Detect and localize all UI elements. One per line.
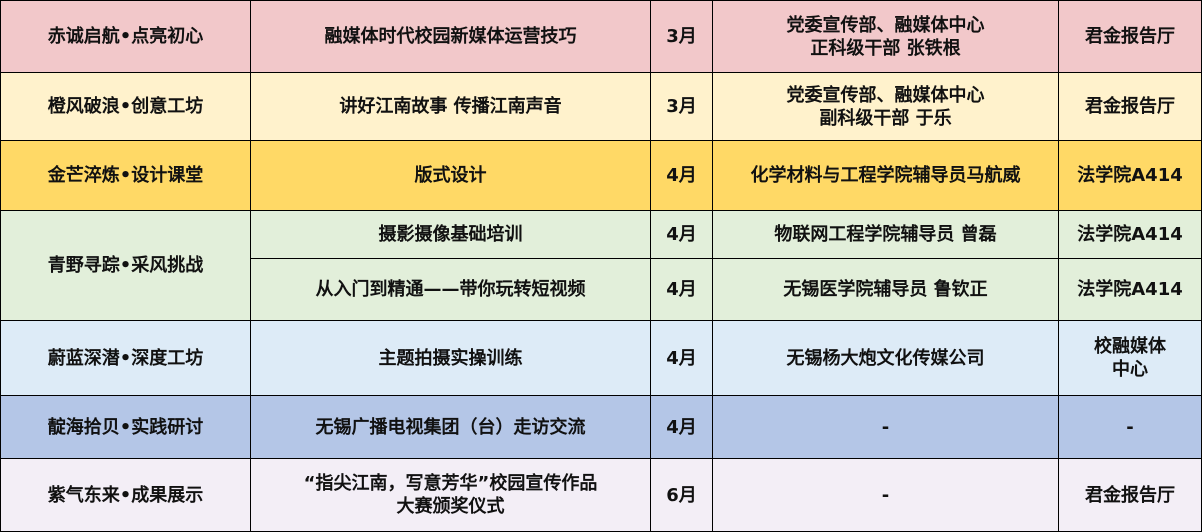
table-row: 蔚蓝深潜•深度工坊 主题拍摄实操训练 4月 无锡杨大炮文化传媒公司 校融媒体 中… xyxy=(0,320,1202,396)
month-cell: 6月 xyxy=(650,458,713,532)
topic-cell: 无锡广播电视集团（台）走访交流 xyxy=(250,395,651,459)
module-cell: 青野寻踪•采风挑战 xyxy=(0,210,251,321)
topic-cell: 融媒体时代校园新媒体运营技巧 xyxy=(250,0,651,73)
topic-cell: 讲好江南故事 传播江南声音 xyxy=(250,72,651,141)
speaker-cell: 化学材料与工程学院辅导员马航威 xyxy=(712,140,1059,211)
topic-cell: 从入门到精通——带你玩转短视频 xyxy=(250,258,651,321)
speaker-cell: - xyxy=(712,395,1059,459)
speaker-cell: 党委宣传部、融媒体中心 正科级干部 张铁根 xyxy=(712,0,1059,73)
speaker-cell: 无锡医学院辅导员 鲁钦正 xyxy=(712,258,1059,321)
topic-cell: 摄影摄像基础培训 xyxy=(250,210,651,259)
topic-cell: “指尖江南，写意芳华”校园宣传作品 大赛颁奖仪式 xyxy=(250,458,651,532)
speaker-cell: 党委宣传部、融媒体中心 副科级干部 于乐 xyxy=(712,72,1059,141)
venue-cell: 君金报告厅 xyxy=(1058,0,1202,73)
month-cell: 4月 xyxy=(650,395,713,459)
module-cell: 靛海拾贝•实践研讨 xyxy=(0,395,251,459)
venue-cell: - xyxy=(1058,395,1202,459)
module-cell: 橙风破浪•创意工坊 xyxy=(0,72,251,141)
month-cell: 3月 xyxy=(650,0,713,73)
venue-cell: 法学院A414 xyxy=(1058,210,1202,259)
table-row: 紫气东来•成果展示 “指尖江南，写意芳华”校园宣传作品 大赛颁奖仪式 6月 - … xyxy=(0,458,1202,532)
venue-cell: 法学院A414 xyxy=(1058,140,1202,211)
speaker-cell: - xyxy=(712,458,1059,532)
topic-cell: 版式设计 xyxy=(250,140,651,211)
table-row: 从入门到精通——带你玩转短视频 4月 无锡医学院辅导员 鲁钦正 法学院A414 xyxy=(1,258,1202,321)
module-cell: 紫气东来•成果展示 xyxy=(0,458,251,532)
module-cell: 蔚蓝深潜•深度工坊 xyxy=(0,320,251,396)
venue-cell: 法学院A414 xyxy=(1058,258,1202,321)
month-cell: 4月 xyxy=(650,210,713,259)
speaker-cell: 物联网工程学院辅导员 曾磊 xyxy=(712,210,1059,259)
month-cell: 4月 xyxy=(650,320,713,396)
speaker-cell: 无锡杨大炮文化传媒公司 xyxy=(712,320,1059,396)
table-row: 赤诚启航•点亮初心 融媒体时代校园新媒体运营技巧 3月 党委宣传部、融媒体中心 … xyxy=(0,0,1202,73)
venue-cell: 君金报告厅 xyxy=(1058,72,1202,141)
table-row: 靛海拾贝•实践研讨 无锡广播电视集团（台）走访交流 4月 - - xyxy=(0,395,1202,459)
table-row: 青野寻踪•采风挑战 摄影摄像基础培训 4月 物联网工程学院辅导员 曾磊 法学院A… xyxy=(0,210,1202,321)
venue-cell: 校融媒体 中心 xyxy=(1058,320,1202,396)
table-row: 金芒淬炼•设计课堂 版式设计 4月 化学材料与工程学院辅导员马航威 法学院A41… xyxy=(0,140,1202,211)
table-row: 橙风破浪•创意工坊 讲好江南故事 传播江南声音 3月 党委宣传部、融媒体中心 副… xyxy=(0,72,1202,141)
topic-cell: 主题拍摄实操训练 xyxy=(250,320,651,396)
module-cell: 金芒淬炼•设计课堂 xyxy=(0,140,251,211)
month-cell: 3月 xyxy=(650,72,713,141)
month-cell: 4月 xyxy=(650,140,713,211)
module-cell: 赤诚启航•点亮初心 xyxy=(0,0,251,73)
month-cell: 4月 xyxy=(650,258,713,321)
venue-cell: 君金报告厅 xyxy=(1058,458,1202,532)
